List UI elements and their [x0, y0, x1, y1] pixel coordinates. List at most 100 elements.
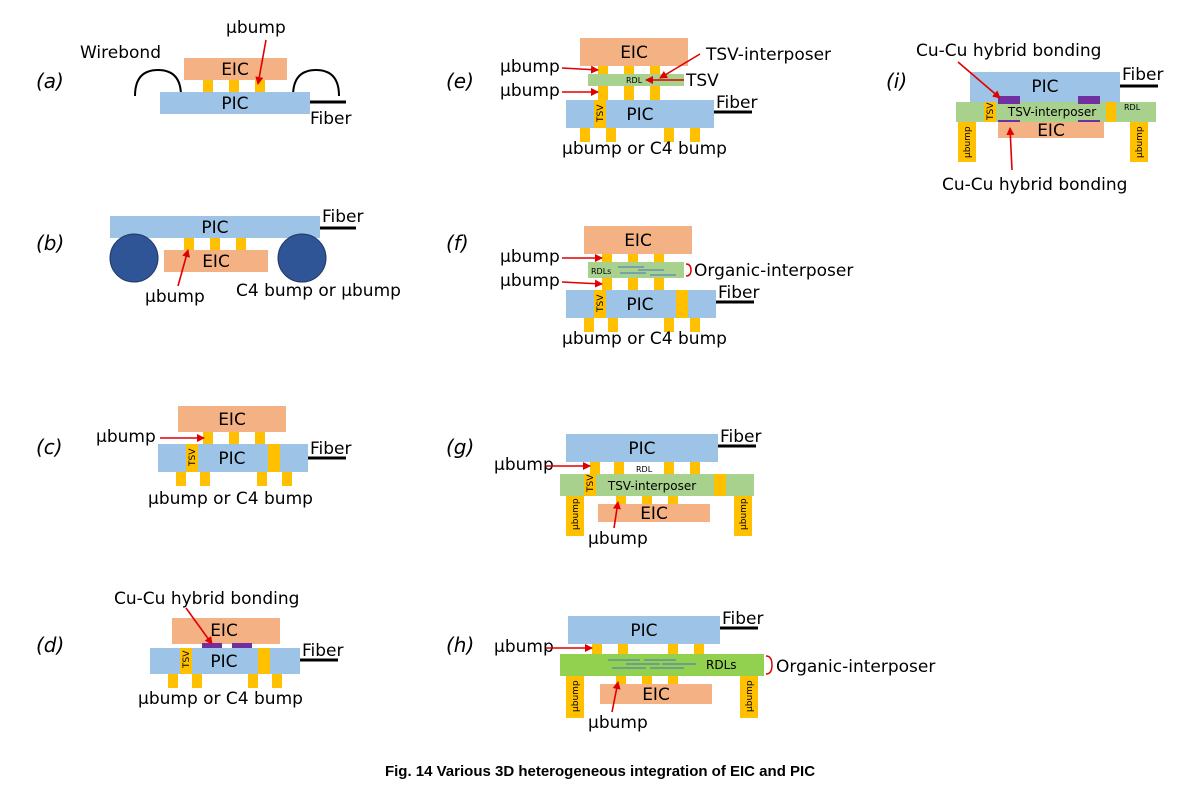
organic-interposer-label: Organic-interposer — [776, 657, 935, 677]
ubump-label-bottom: μbump — [500, 271, 560, 291]
ubump — [229, 80, 239, 92]
bottom-bump — [282, 472, 292, 486]
ubump — [203, 80, 213, 92]
organic-interposer-bracket — [685, 263, 692, 277]
eic-label: EIC — [210, 621, 238, 641]
panel-f: (f) EIC RDLs Organic-interposer TSV PIC … — [446, 226, 853, 349]
wirebond-left — [134, 68, 182, 97]
pic-block — [158, 444, 308, 472]
ubump-or-c4-label: μbump or C4 bump — [148, 489, 313, 509]
fiber-label: Fiber — [322, 207, 364, 227]
panel-label-f: (f) — [446, 231, 469, 255]
ubump — [668, 496, 678, 504]
rdl-label: RDL — [636, 465, 653, 474]
tsv-interposer-block — [560, 474, 754, 496]
panel-label-a: (a) — [36, 69, 64, 93]
hybrid-bonding-arrow-bottom — [1006, 127, 1015, 171]
pic-block — [110, 216, 320, 238]
panel-label-d: (d) — [36, 633, 64, 657]
panel-d: (d) Cu-Cu hybrid bonding EIC TSV PIC Fib… — [36, 589, 344, 709]
ubump — [602, 278, 612, 290]
bottom-bump — [200, 472, 210, 486]
ubump-pillar — [1130, 122, 1148, 162]
ubump — [654, 254, 664, 262]
ubump — [598, 66, 608, 74]
pic-label: PIC — [1031, 77, 1058, 97]
ubump-label-top: μbump — [500, 57, 560, 77]
ubump-arrow-bottom — [612, 501, 621, 529]
tsv-interposer-arrow — [659, 53, 701, 79]
ubump — [624, 86, 634, 100]
ubump-arrow — [255, 39, 267, 85]
ubump — [642, 676, 652, 684]
ubump-pillar-label: μbump — [1135, 126, 1145, 158]
pic-label: PIC — [221, 94, 248, 114]
ubump — [642, 496, 652, 504]
ubump-pillar — [740, 676, 758, 718]
eic-block — [584, 226, 692, 254]
bottom-bump — [584, 318, 594, 332]
eic-label: EIC — [624, 231, 652, 251]
hybrid-bonding-label: Cu-Cu hybrid bonding — [114, 589, 299, 609]
ubump — [624, 66, 634, 74]
fiber-label: Fiber — [718, 283, 760, 303]
hybrid-bonding-label-top: Cu-Cu hybrid bonding — [916, 41, 1101, 61]
tsv — [676, 290, 688, 318]
ubump-pillar-label: μbump — [571, 680, 581, 712]
ubump-label-bottom: μbump — [588, 529, 648, 549]
fiber-label: Fiber — [302, 641, 344, 661]
ubump-label: μbump — [145, 287, 205, 307]
ubump — [255, 432, 265, 444]
eic-block — [164, 250, 268, 272]
ubump-or-c4-label: μbump or C4 bump — [562, 139, 727, 159]
pic-block — [566, 290, 716, 318]
panel-b: (b) PIC Fiber EIC μbump C4 bump or μbump — [36, 207, 401, 307]
hybrid-bonding-label-bottom: Cu-Cu hybrid bonding — [942, 175, 1127, 195]
tsv-callout-label: TSV — [685, 71, 719, 91]
panel-label-c: (c) — [36, 435, 63, 459]
pic-label: PIC — [626, 295, 653, 315]
tsv — [186, 444, 198, 472]
ubump — [616, 676, 626, 684]
organic-interposer-bracket — [765, 655, 773, 675]
tsv-label: TSV — [182, 650, 192, 669]
eic-block — [178, 406, 286, 432]
ubump — [628, 278, 638, 290]
ubump-pillar — [566, 676, 584, 718]
eic-block — [598, 504, 710, 522]
ubump-arrow — [177, 249, 190, 287]
ubump-arrow-bottom — [561, 279, 603, 288]
ubump-or-c4-label: μbump or C4 bump — [138, 689, 303, 709]
ubump-label-top: μbump — [494, 637, 554, 657]
pic-block — [568, 616, 720, 644]
bottom-bump — [176, 472, 186, 486]
ubump — [690, 462, 700, 474]
organic-interposer-label: Organic-interposer — [694, 261, 853, 281]
eic-block — [580, 38, 688, 66]
ubump — [654, 278, 664, 290]
panel-g: (g) PIC Fiber RDL TSV TSV-interposer μbu… — [446, 427, 762, 549]
ubump — [618, 644, 628, 654]
bottom-bump — [690, 318, 700, 332]
bottom-bump — [606, 128, 616, 142]
panel-i: (i) Cu-Cu hybrid bonding PIC Fiber TSV T… — [886, 41, 1164, 195]
panel-label-g: (g) — [446, 435, 474, 459]
hybrid-bond-pad — [1078, 96, 1100, 104]
ubump — [614, 462, 624, 474]
eic-label: EIC — [642, 685, 670, 705]
panel-c: (c) EIC TSV PIC Fiber μbump μbump or C4 … — [36, 406, 352, 509]
ubump — [229, 432, 239, 444]
panel-label-h: (h) — [446, 633, 474, 657]
panel-label-b: (b) — [36, 231, 64, 255]
ubump-label-bottom: μbump — [500, 81, 560, 101]
wirebond-label: Wirebond — [80, 43, 161, 63]
tsv — [584, 474, 596, 496]
ubump — [650, 66, 660, 74]
eic-label: EIC — [218, 410, 246, 430]
tsv — [1106, 102, 1116, 122]
panel-label-i: (i) — [886, 69, 907, 93]
ubump — [650, 86, 660, 100]
ubump — [664, 462, 674, 474]
panel-e: (e) EIC RDL TSV PIC Fiber μbump μbump TS… — [446, 38, 831, 159]
pic-label: PIC — [218, 449, 245, 469]
